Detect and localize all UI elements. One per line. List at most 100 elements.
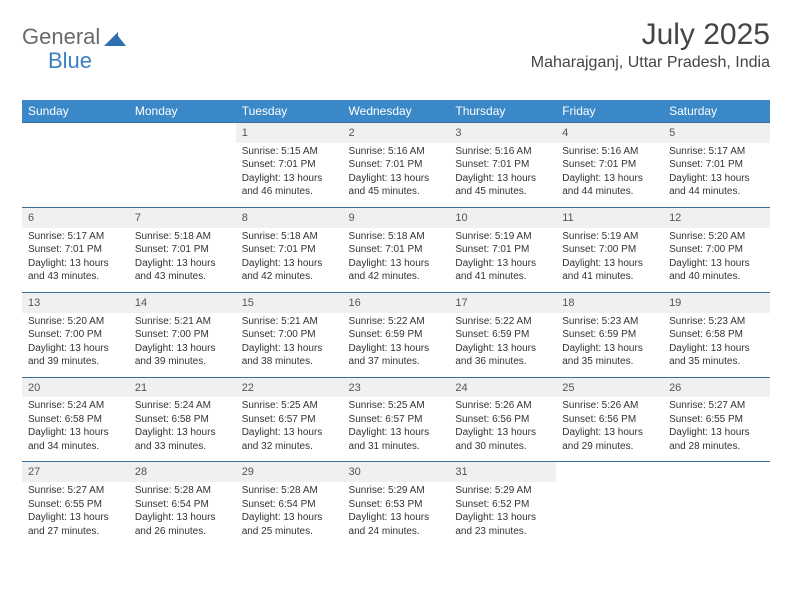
sunset-text: Sunset: 7:00 PM bbox=[669, 243, 764, 257]
day-number-cell: 7 bbox=[129, 207, 236, 227]
sunrise-text: Sunrise: 5:29 AM bbox=[455, 484, 550, 498]
day-number-cell: 18 bbox=[556, 292, 663, 312]
day-content-cell: Sunrise: 5:19 AMSunset: 7:00 PMDaylight:… bbox=[556, 228, 663, 293]
daylight-text: Daylight: 13 hours and 41 minutes. bbox=[455, 257, 550, 284]
day-number-cell bbox=[663, 462, 770, 482]
sunset-text: Sunset: 6:56 PM bbox=[455, 413, 550, 427]
sunrise-text: Sunrise: 5:16 AM bbox=[349, 145, 444, 159]
sunset-text: Sunset: 7:01 PM bbox=[135, 243, 230, 257]
daylight-text: Daylight: 13 hours and 33 minutes. bbox=[135, 426, 230, 453]
day-number-cell: 29 bbox=[236, 462, 343, 482]
day-content-cell: Sunrise: 5:25 AMSunset: 6:57 PMDaylight:… bbox=[236, 397, 343, 462]
sunrise-text: Sunrise: 5:16 AM bbox=[455, 145, 550, 159]
daylight-text: Daylight: 13 hours and 29 minutes. bbox=[562, 426, 657, 453]
daylight-text: Daylight: 13 hours and 44 minutes. bbox=[562, 172, 657, 199]
daylight-text: Daylight: 13 hours and 45 minutes. bbox=[455, 172, 550, 199]
calendar-table: SundayMondayTuesdayWednesdayThursdayFrid… bbox=[22, 100, 770, 546]
daylight-text: Daylight: 13 hours and 43 minutes. bbox=[28, 257, 123, 284]
sunrise-text: Sunrise: 5:22 AM bbox=[349, 315, 444, 329]
sunrise-text: Sunrise: 5:20 AM bbox=[669, 230, 764, 244]
sunrise-text: Sunrise: 5:28 AM bbox=[135, 484, 230, 498]
sunset-text: Sunset: 7:01 PM bbox=[242, 158, 337, 172]
day-content-cell: Sunrise: 5:17 AMSunset: 7:01 PMDaylight:… bbox=[663, 143, 770, 208]
day-content-cell bbox=[556, 482, 663, 546]
sunset-text: Sunset: 7:01 PM bbox=[669, 158, 764, 172]
day-number-cell: 9 bbox=[343, 207, 450, 227]
sunset-text: Sunset: 7:01 PM bbox=[455, 158, 550, 172]
sunrise-text: Sunrise: 5:26 AM bbox=[562, 399, 657, 413]
sunrise-text: Sunrise: 5:17 AM bbox=[28, 230, 123, 244]
sunset-text: Sunset: 6:53 PM bbox=[349, 498, 444, 512]
weekday-header: Wednesday bbox=[343, 100, 450, 123]
daylight-text: Daylight: 13 hours and 24 minutes. bbox=[349, 511, 444, 538]
day-content-cell: Sunrise: 5:20 AMSunset: 7:00 PMDaylight:… bbox=[663, 228, 770, 293]
logo: General bbox=[22, 24, 128, 50]
sunrise-text: Sunrise: 5:23 AM bbox=[562, 315, 657, 329]
day-content-cell: Sunrise: 5:21 AMSunset: 7:00 PMDaylight:… bbox=[236, 313, 343, 378]
sunrise-text: Sunrise: 5:15 AM bbox=[242, 145, 337, 159]
daylight-text: Daylight: 13 hours and 31 minutes. bbox=[349, 426, 444, 453]
day-number-cell bbox=[129, 123, 236, 143]
day-content-cell: Sunrise: 5:29 AMSunset: 6:53 PMDaylight:… bbox=[343, 482, 450, 546]
day-content-cell: Sunrise: 5:16 AMSunset: 7:01 PMDaylight:… bbox=[449, 143, 556, 208]
sunrise-text: Sunrise: 5:25 AM bbox=[349, 399, 444, 413]
day-number-row: 20212223242526 bbox=[22, 377, 770, 397]
day-content-cell: Sunrise: 5:21 AMSunset: 7:00 PMDaylight:… bbox=[129, 313, 236, 378]
day-number-cell: 20 bbox=[22, 377, 129, 397]
sunrise-text: Sunrise: 5:28 AM bbox=[242, 484, 337, 498]
weekday-header: Monday bbox=[129, 100, 236, 123]
weekday-header: Sunday bbox=[22, 100, 129, 123]
day-content-cell: Sunrise: 5:28 AMSunset: 6:54 PMDaylight:… bbox=[236, 482, 343, 546]
sunset-text: Sunset: 6:54 PM bbox=[135, 498, 230, 512]
daylight-text: Daylight: 13 hours and 44 minutes. bbox=[669, 172, 764, 199]
sunrise-text: Sunrise: 5:23 AM bbox=[669, 315, 764, 329]
daylight-text: Daylight: 13 hours and 28 minutes. bbox=[669, 426, 764, 453]
day-content-cell: Sunrise: 5:25 AMSunset: 6:57 PMDaylight:… bbox=[343, 397, 450, 462]
day-number-row: 2728293031 bbox=[22, 462, 770, 482]
sunset-text: Sunset: 6:59 PM bbox=[562, 328, 657, 342]
sunset-text: Sunset: 6:59 PM bbox=[455, 328, 550, 342]
sunrise-text: Sunrise: 5:22 AM bbox=[455, 315, 550, 329]
sunset-text: Sunset: 7:01 PM bbox=[562, 158, 657, 172]
sunrise-text: Sunrise: 5:19 AM bbox=[562, 230, 657, 244]
day-number-cell: 6 bbox=[22, 207, 129, 227]
day-content-row: Sunrise: 5:20 AMSunset: 7:00 PMDaylight:… bbox=[22, 313, 770, 378]
sunrise-text: Sunrise: 5:21 AM bbox=[135, 315, 230, 329]
day-content-cell: Sunrise: 5:16 AMSunset: 7:01 PMDaylight:… bbox=[556, 143, 663, 208]
sunset-text: Sunset: 6:52 PM bbox=[455, 498, 550, 512]
day-content-cell: Sunrise: 5:27 AMSunset: 6:55 PMDaylight:… bbox=[663, 397, 770, 462]
sunset-text: Sunset: 6:54 PM bbox=[242, 498, 337, 512]
daylight-text: Daylight: 13 hours and 27 minutes. bbox=[28, 511, 123, 538]
sunrise-text: Sunrise: 5:18 AM bbox=[242, 230, 337, 244]
sunset-text: Sunset: 6:58 PM bbox=[669, 328, 764, 342]
sunrise-text: Sunrise: 5:17 AM bbox=[669, 145, 764, 159]
day-number-row: 12345 bbox=[22, 123, 770, 143]
month-title: July 2025 bbox=[531, 18, 770, 52]
daylight-text: Daylight: 13 hours and 35 minutes. bbox=[562, 342, 657, 369]
daylight-text: Daylight: 13 hours and 35 minutes. bbox=[669, 342, 764, 369]
weekday-header: Thursday bbox=[449, 100, 556, 123]
sunrise-text: Sunrise: 5:25 AM bbox=[242, 399, 337, 413]
daylight-text: Daylight: 13 hours and 25 minutes. bbox=[242, 511, 337, 538]
day-content-cell: Sunrise: 5:26 AMSunset: 6:56 PMDaylight:… bbox=[556, 397, 663, 462]
day-content-row: Sunrise: 5:15 AMSunset: 7:01 PMDaylight:… bbox=[22, 143, 770, 208]
logo-text-general: General bbox=[22, 24, 100, 50]
day-content-cell: Sunrise: 5:27 AMSunset: 6:55 PMDaylight:… bbox=[22, 482, 129, 546]
day-number-cell bbox=[556, 462, 663, 482]
day-number-cell: 21 bbox=[129, 377, 236, 397]
weekday-header: Tuesday bbox=[236, 100, 343, 123]
day-content-cell: Sunrise: 5:24 AMSunset: 6:58 PMDaylight:… bbox=[22, 397, 129, 462]
day-content-row: Sunrise: 5:24 AMSunset: 6:58 PMDaylight:… bbox=[22, 397, 770, 462]
sunrise-text: Sunrise: 5:21 AM bbox=[242, 315, 337, 329]
title-block: July 2025 Maharajganj, Uttar Pradesh, In… bbox=[531, 18, 770, 72]
day-number-cell: 28 bbox=[129, 462, 236, 482]
sunset-text: Sunset: 7:00 PM bbox=[28, 328, 123, 342]
sunrise-text: Sunrise: 5:27 AM bbox=[669, 399, 764, 413]
sunrise-text: Sunrise: 5:27 AM bbox=[28, 484, 123, 498]
sunset-text: Sunset: 7:01 PM bbox=[349, 243, 444, 257]
day-content-cell bbox=[22, 143, 129, 208]
day-number-cell: 23 bbox=[343, 377, 450, 397]
daylight-text: Daylight: 13 hours and 26 minutes. bbox=[135, 511, 230, 538]
day-content-cell: Sunrise: 5:18 AMSunset: 7:01 PMDaylight:… bbox=[129, 228, 236, 293]
day-number-cell: 14 bbox=[129, 292, 236, 312]
